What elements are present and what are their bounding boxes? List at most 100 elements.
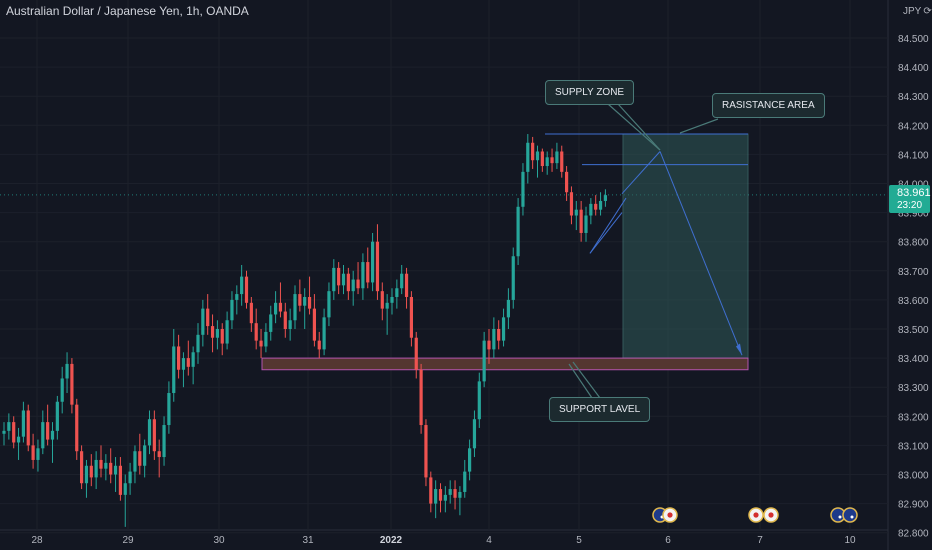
- candle-body: [94, 459, 98, 478]
- aud-flag-icon[interactable]: [830, 507, 846, 523]
- y-tick-label: 84.400: [898, 63, 929, 74]
- candle: [113, 457, 118, 492]
- y-axis[interactable]: 84.50084.40084.30084.20084.10084.00083.9…: [898, 34, 929, 540]
- support-zone: [261, 357, 749, 371]
- candle-body: [487, 340, 491, 350]
- jpy-flag-icon[interactable]: [763, 507, 779, 523]
- candle-body: [482, 340, 486, 382]
- y-tick-label: 83.800: [898, 238, 929, 249]
- candle-body: [327, 291, 331, 318]
- candle-body: [361, 262, 365, 289]
- target-box: [622, 133, 749, 359]
- candle-body: [337, 267, 341, 286]
- candle: [535, 145, 540, 178]
- candle-body: [215, 329, 219, 338]
- y-tick-label: 83.400: [898, 354, 929, 365]
- candle: [463, 459, 467, 498]
- candle: [75, 398, 79, 460]
- candle: [346, 267, 350, 300]
- y-tick-label: 83.600: [898, 296, 929, 307]
- economic-events[interactable]: [652, 507, 858, 523]
- candle-body: [152, 419, 156, 452]
- candle: [516, 198, 520, 265]
- candle-body: [283, 311, 287, 329]
- projection-up-line: [621, 151, 661, 195]
- candle-body: [293, 294, 297, 321]
- candle: [215, 320, 219, 350]
- candle: [7, 413, 11, 440]
- candle-body: [278, 302, 283, 312]
- candle-body: [240, 276, 244, 295]
- candle: [128, 462, 132, 495]
- candle-body: [60, 378, 64, 402]
- x-tick-label: 6: [665, 535, 671, 546]
- candle: [361, 253, 365, 300]
- candle: [288, 308, 292, 341]
- candle: [419, 363, 423, 434]
- candle-body: [366, 262, 370, 283]
- candle-body: [424, 425, 428, 478]
- candle-body: [375, 241, 380, 292]
- candle-body: [332, 267, 336, 292]
- candle-body: [249, 302, 253, 324]
- candle-body: [143, 445, 147, 466]
- currency-label[interactable]: JPY ⟳: [903, 6, 932, 17]
- candle: [453, 480, 457, 510]
- candle: [521, 163, 525, 216]
- candle-body: [400, 273, 404, 289]
- candle: [434, 480, 438, 519]
- support-callout-line: [572, 361, 601, 399]
- candle-body: [404, 273, 409, 297]
- jpy-flag-icon[interactable]: [662, 507, 678, 523]
- aud-flag-icon[interactable]: [842, 507, 858, 523]
- candle-body: [574, 209, 578, 216]
- candle-body: [395, 288, 399, 297]
- candle-body: [603, 195, 607, 201]
- candle: [448, 480, 452, 504]
- candle: [21, 401, 25, 443]
- support-level-label[interactable]: SUPPORT LAVEL: [549, 397, 651, 422]
- wedge-lower-line: [589, 212, 623, 254]
- settings-icon[interactable]: ⟳: [923, 6, 932, 17]
- candle: [482, 331, 486, 388]
- candle-body: [109, 462, 113, 475]
- candle: [477, 372, 481, 428]
- candle-body: [99, 459, 103, 469]
- candle: [511, 247, 515, 309]
- candle-body: [453, 489, 457, 498]
- x-tick-label: 7: [757, 535, 763, 546]
- candle-body: [210, 326, 215, 338]
- x-tick-label: 5: [576, 535, 582, 546]
- x-tick-label: 2022: [380, 535, 403, 546]
- candle-body: [458, 491, 462, 498]
- candle-body: [298, 294, 302, 306]
- candle-body: [477, 381, 481, 420]
- candle: [147, 410, 152, 455]
- candle: [31, 433, 35, 469]
- candle-body: [264, 331, 268, 347]
- x-axis[interactable]: 28 29 30 31 2022 4 5 6 7 10: [31, 535, 856, 546]
- candle: [429, 471, 433, 513]
- candle-body: [123, 483, 127, 495]
- candle: [201, 299, 205, 347]
- jpy-flag-icon[interactable]: [748, 507, 764, 523]
- candle-body: [133, 451, 137, 472]
- candle: [526, 134, 530, 184]
- supply-zone-label[interactable]: SUPPLY ZONE: [545, 80, 635, 105]
- candle-body: [244, 276, 249, 303]
- candle-body: [565, 171, 569, 193]
- resistance-area-label[interactable]: RASISTANCE AREA: [712, 93, 825, 118]
- candle: [254, 308, 258, 350]
- projection-arrowhead: [736, 343, 742, 356]
- y-tick-label: 84.100: [898, 150, 929, 161]
- candle: [303, 288, 307, 329]
- candle: [385, 294, 389, 335]
- candle-body: [429, 477, 433, 504]
- candle-body: [414, 337, 418, 370]
- candle-body: [89, 465, 93, 478]
- candle: [468, 439, 472, 481]
- candle: [545, 151, 549, 175]
- candle: [317, 331, 321, 359]
